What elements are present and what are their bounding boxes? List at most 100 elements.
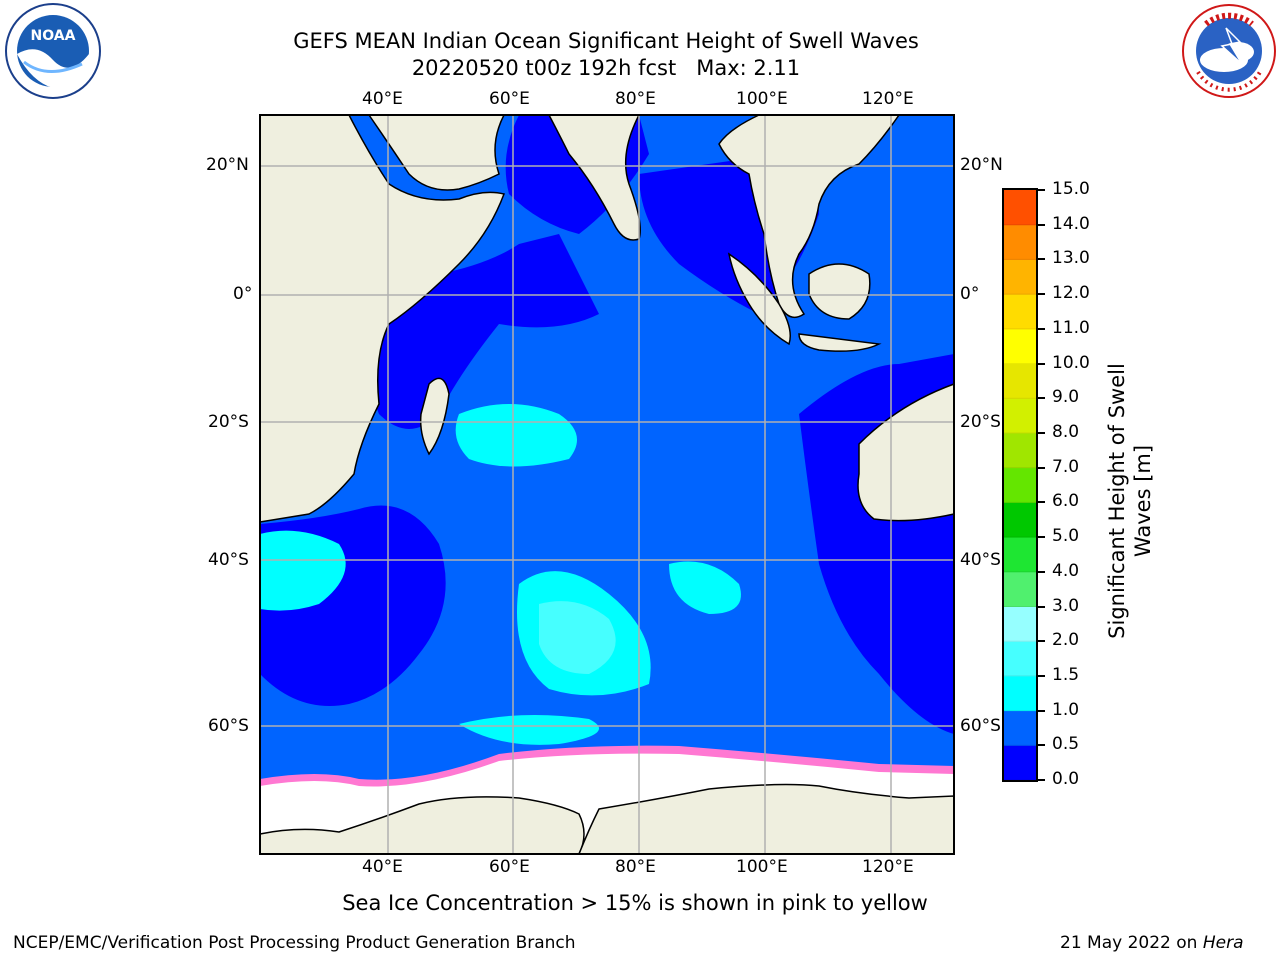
java [798,333,882,352]
colorbar-swatch [1003,710,1037,746]
map-subtitle: 20220520 t00z 192h fcst Max: 2.11 [411,56,801,80]
colorbar-tick-label: 1.0 [1052,699,1080,720]
colorbar-tick-label: 14.0 [1052,213,1090,234]
colorbar-tick-label: 5.0 [1052,526,1080,547]
colorbar-tick-mark [1038,744,1045,747]
colorbar-swatch [1003,745,1037,781]
colorbar-tick-label: 6.0 [1052,491,1080,512]
higher-swell-zones [539,601,616,674]
lon-label-top: 60°E [489,89,530,109]
colorbar-tick-label: 2.0 [1052,630,1080,651]
noaa-logo-text: NOAA [31,28,76,44]
lat-label-right: 0° [960,284,980,304]
lon-label-top: 100°E [736,89,788,109]
nws-logo [1182,4,1276,98]
india [547,114,641,241]
colorbar-tick-label: 15.0 [1052,179,1090,199]
australia [857,382,955,522]
sea-ice-note-text: Sea Ice Concentration > 15% is shown in … [342,891,928,915]
antarctica-west [259,796,585,855]
colorbar-swatch [1003,467,1037,503]
colorbar-tick-mark [1038,189,1045,191]
map-title: GEFS MEAN Indian Ocean Significant Heigh… [293,29,919,53]
colorbar-title: Significant Height of Swell Waves [m] [1105,363,1155,639]
noaa-logo: NOAA [5,3,101,99]
lon-label-bottom: 40°E [362,857,403,877]
colorbar-tick-mark [1038,570,1045,573]
footer-date: 21 May 2022 on Hera [1060,933,1244,953]
borneo [808,263,871,320]
map-panel [259,114,955,855]
colorbar-swatch [1003,190,1037,226]
colorbar-swatch [1003,641,1037,677]
footer-machine: Hera [1202,933,1244,953]
colorbar-swatch [1003,224,1037,260]
colorbar-tick-label: 4.0 [1052,560,1080,581]
colorbar-swatch [1003,571,1037,607]
colorbar-swatch [1003,675,1037,712]
colorbar-swatch [1003,363,1037,399]
lon-label-top: 80°E [615,89,656,109]
colorbar [1002,188,1038,782]
footer-date-text: 21 May 2022 on [1060,933,1203,953]
colorbar-tick-label: 11.0 [1052,317,1090,338]
colorbar-swatch [1003,294,1037,330]
colorbar-tick-label: 9.0 [1052,387,1080,408]
colorbar-tick-label: 10.0 [1052,352,1090,373]
sea-ice-note: Sea Ice Concentration > 15% is shown in … [0,891,1280,915]
africa [259,114,505,523]
colorbar-tick-mark [1038,223,1045,226]
lat-label-left: 20°N [206,155,249,175]
lat-label-left: 20°S [208,412,249,432]
lon-label-bottom: 120°E [862,857,914,877]
colorbar-swatch [1003,432,1037,469]
colorbar-tick-mark [1038,362,1045,365]
sumatra [727,252,791,346]
colorbar-swatch [1003,537,1037,573]
colorbar-tick-mark [1038,466,1045,469]
colorbar-tick-label: 12.0 [1052,283,1090,304]
colorbar-swatch [1003,502,1037,538]
colorbar-tick-mark [1038,431,1045,434]
colorbar-tick-label: 3.0 [1052,595,1080,616]
lon-label-bottom: 60°E [489,857,530,877]
colorbar-tick-mark [1038,258,1045,261]
lon-label-top: 40°E [362,89,403,109]
lat-label-right: 60°S [960,716,1001,736]
colorbar-tick-label: 8.0 [1052,421,1080,442]
colorbar-tick-mark [1038,501,1045,504]
antarctica-east [577,783,955,855]
lat-label-right: 20°S [960,412,1001,432]
map-frame [259,114,955,855]
lat-label-left: 60°S [208,716,249,736]
footer-credit: NCEP/EMC/Verification Post Processing Pr… [13,933,576,953]
colorbar-tick-mark [1038,674,1045,677]
colorbar-tick-mark [1038,605,1045,608]
colorbar-tick-mark [1038,536,1045,539]
colorbar-tick-mark [1038,779,1045,781]
colorbar-tick-label: 7.0 [1052,456,1080,477]
madagascar [419,377,450,456]
colorbar-tick-mark [1038,293,1045,296]
colorbar-swatch [1003,606,1037,642]
colorbar-tick-mark [1038,709,1045,712]
colorbar-tick-mark [1038,327,1045,330]
colorbar-tick-mark [1038,397,1045,400]
lat-label-left: 40°S [208,550,249,570]
colorbar-swatch [1003,398,1037,434]
lon-label-bottom: 100°E [736,857,788,877]
graticule [260,115,954,854]
colorbar-swatch [1003,328,1037,365]
arabia [367,114,506,191]
colorbar-tick-label: 0.5 [1052,734,1080,755]
colorbar-swatch [1003,259,1037,295]
colorbar-tick-label: 13.0 [1052,248,1090,269]
colorbar-tick-label: 0.0 [1052,769,1080,789]
colorbar-tick-mark [1038,640,1045,643]
lat-label-left: 0° [233,284,253,304]
lon-label-bottom: 80°E [615,857,656,877]
lat-label-right: 20°N [960,155,1003,175]
lon-label-top: 120°E [862,89,914,109]
colorbar-tick-label: 1.5 [1052,664,1080,685]
lat-label-right: 40°S [960,550,1001,570]
